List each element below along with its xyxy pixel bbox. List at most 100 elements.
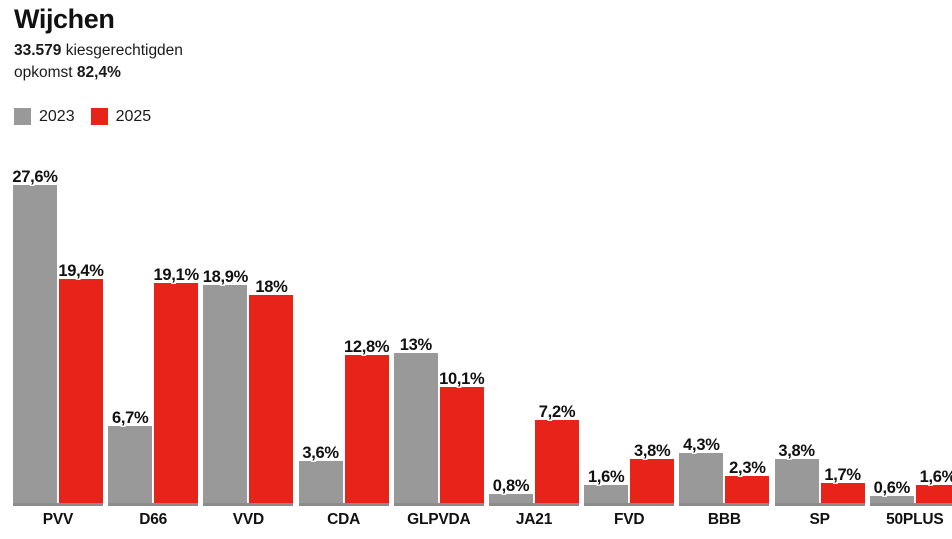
bar-value-label: 12,8% <box>343 338 390 357</box>
x-tick-bbb: BBB <box>679 503 770 529</box>
bar-ja21-2023[interactable]: 0,8% <box>489 150 533 503</box>
bar-value-label: 18% <box>255 278 288 297</box>
bar-d66-2025[interactable]: 19,1% <box>153 150 200 503</box>
x-axis-label: CDA <box>327 511 361 528</box>
bar-rect <box>915 484 952 503</box>
electorate-line: 33.579 kiesgerechtigden <box>14 40 714 62</box>
turnout-value: 82,4% <box>76 64 121 81</box>
bar-fvd-2023[interactable]: 1,6% <box>584 150 629 503</box>
tick-rule <box>13 503 103 506</box>
bar-vvd-2023[interactable]: 18,9% <box>202 150 249 503</box>
bar-group-bars: 3,6% 12,8% <box>298 150 390 503</box>
bar-sp-2023[interactable]: 3,8% <box>774 150 819 503</box>
legend-label: 2025 <box>115 108 152 125</box>
bar-bbb-2025[interactable]: 2,3% <box>725 150 770 503</box>
bar-cda-2023[interactable]: 3,6% <box>298 150 343 503</box>
bar-group-bars: 4,3% 2,3% <box>679 150 770 503</box>
bar-rect <box>535 419 579 503</box>
tick-rule <box>774 503 865 506</box>
bar-glpvda-2023[interactable]: 13% <box>393 150 438 503</box>
legend-2025: 2025 <box>90 108 152 125</box>
bar-group-bars: 13% 10,1% <box>393 150 485 503</box>
x-axis-label: PVV <box>42 511 74 528</box>
bar-value-label: 1,6% <box>919 467 952 486</box>
bar-rect <box>393 353 438 503</box>
tick-rule <box>679 503 770 506</box>
bar-value-label: 1,7% <box>824 466 861 485</box>
bar-50plus-2023[interactable]: 0,6% <box>869 150 914 503</box>
bar-rect <box>774 459 819 503</box>
bar-rect <box>725 476 770 503</box>
page-title: Wijchen <box>14 4 115 34</box>
tick-rule <box>869 503 952 506</box>
x-axis: PVV D66 VVD CDA GLPVDA JA21 FVD BBB SP 50PLUS <box>0 503 952 539</box>
bar-cda-2025[interactable]: 12,8% <box>343 150 390 503</box>
bar-group: 13% 10,1% <box>393 150 485 503</box>
tick-rule <box>203 503 294 506</box>
bar-bbb-2023[interactable]: 4,3% <box>679 150 724 503</box>
tick-rule <box>108 503 199 506</box>
bar-vvd-2025[interactable]: 18% <box>249 150 294 503</box>
tick-rule <box>584 503 675 506</box>
bar-rect <box>584 484 629 503</box>
bar-value-label: 19,1% <box>153 265 200 284</box>
x-tick-pvv: PVV <box>13 503 103 529</box>
bar-value-label: 2,3% <box>729 459 766 478</box>
bar-glpvda-2025[interactable]: 10,1% <box>439 150 485 503</box>
x-tick-d66: D66 <box>108 503 199 529</box>
chart-legend: 2023 2025 <box>14 108 151 125</box>
bar-value-label: 3,8% <box>633 442 671 461</box>
bar-group-bars: 0,6% 1,6% <box>869 150 952 503</box>
bar-group-bars: 1,6% 3,8% <box>584 150 675 503</box>
bar-value-label: 7,2% <box>538 402 576 421</box>
bar-group-bars: 18,9% 18% <box>202 150 294 503</box>
bar-group: 4,3% 2,3% <box>679 150 770 503</box>
bar-rect <box>679 453 724 503</box>
bar-group-bars: 3,8% 1,7% <box>774 150 865 503</box>
legend-label: 2023 <box>39 108 75 125</box>
bar-value-label: 0,6% <box>873 479 911 498</box>
bar-50plus-2025[interactable]: 1,6% <box>915 150 952 503</box>
bar-rect <box>59 279 103 503</box>
bar-rect <box>489 493 533 503</box>
bar-group-bars: 27,6% 19,4% <box>12 150 104 503</box>
bar-group-bars: 6,7% 19,1% <box>108 150 200 503</box>
x-axis-label: SP <box>809 511 830 528</box>
bar-value-label: 3,8% <box>778 442 815 461</box>
bar-pvv-2025[interactable]: 19,4% <box>58 150 104 503</box>
bar-rect <box>869 496 914 503</box>
bar-value-label: 27,6% <box>12 167 58 186</box>
bar-value-label: 19,4% <box>58 262 104 281</box>
chart-header: Wijchen 33.579 kiesgerechtigden opkomst … <box>14 0 714 84</box>
bar-chart-plot-area: 27,6% 19,4% 6,7% 19,1% 18,9% 18% 3,6% 12,8% 13% 1… <box>0 150 952 503</box>
bar-sp-2025[interactable]: 1,7% <box>820 150 865 503</box>
bar-ja21-2025[interactable]: 7,2% <box>535 150 579 503</box>
bar-value-label: 13% <box>399 336 432 355</box>
bar-value-label: 10,1% <box>439 369 485 388</box>
tick-rule <box>489 503 579 506</box>
bar-value-label: 4,3% <box>683 436 720 455</box>
bar-d66-2023[interactable]: 6,7% <box>108 150 153 503</box>
bar-group: 1,6% 3,8% <box>584 150 675 503</box>
bar-value-label: 0,8% <box>492 476 530 495</box>
x-axis-label: VVD <box>232 511 265 528</box>
x-axis-label: 50PLUS <box>886 511 944 528</box>
x-tick-fvd: FVD <box>584 503 675 529</box>
bar-pvv-2023[interactable]: 27,6% <box>12 150 58 503</box>
turnout-label: opkomst <box>14 64 73 81</box>
bar-group: 0,6% 1,6% <box>869 150 952 503</box>
bar-rect <box>154 282 199 503</box>
x-axis-label: JA21 <box>515 511 553 528</box>
bar-group-bars: 0,8% 7,2% <box>489 150 579 503</box>
bar-group: 18,9% 18% <box>202 150 294 503</box>
electorate-label: kiesgerechtigden <box>65 42 183 59</box>
bar-group: 3,8% 1,7% <box>774 150 865 503</box>
bar-group: 0,8% 7,2% <box>489 150 579 503</box>
x-tick-vvd: VVD <box>203 503 294 529</box>
legend-2023: 2023 <box>14 108 75 125</box>
x-tick-ja21: JA21 <box>489 503 579 529</box>
bar-group: 6,7% 19,1% <box>108 150 200 503</box>
electorate-value: 33.579 <box>14 42 62 59</box>
bar-fvd-2025[interactable]: 3,8% <box>630 150 675 503</box>
bar-value-label: 18,9% <box>202 267 249 286</box>
